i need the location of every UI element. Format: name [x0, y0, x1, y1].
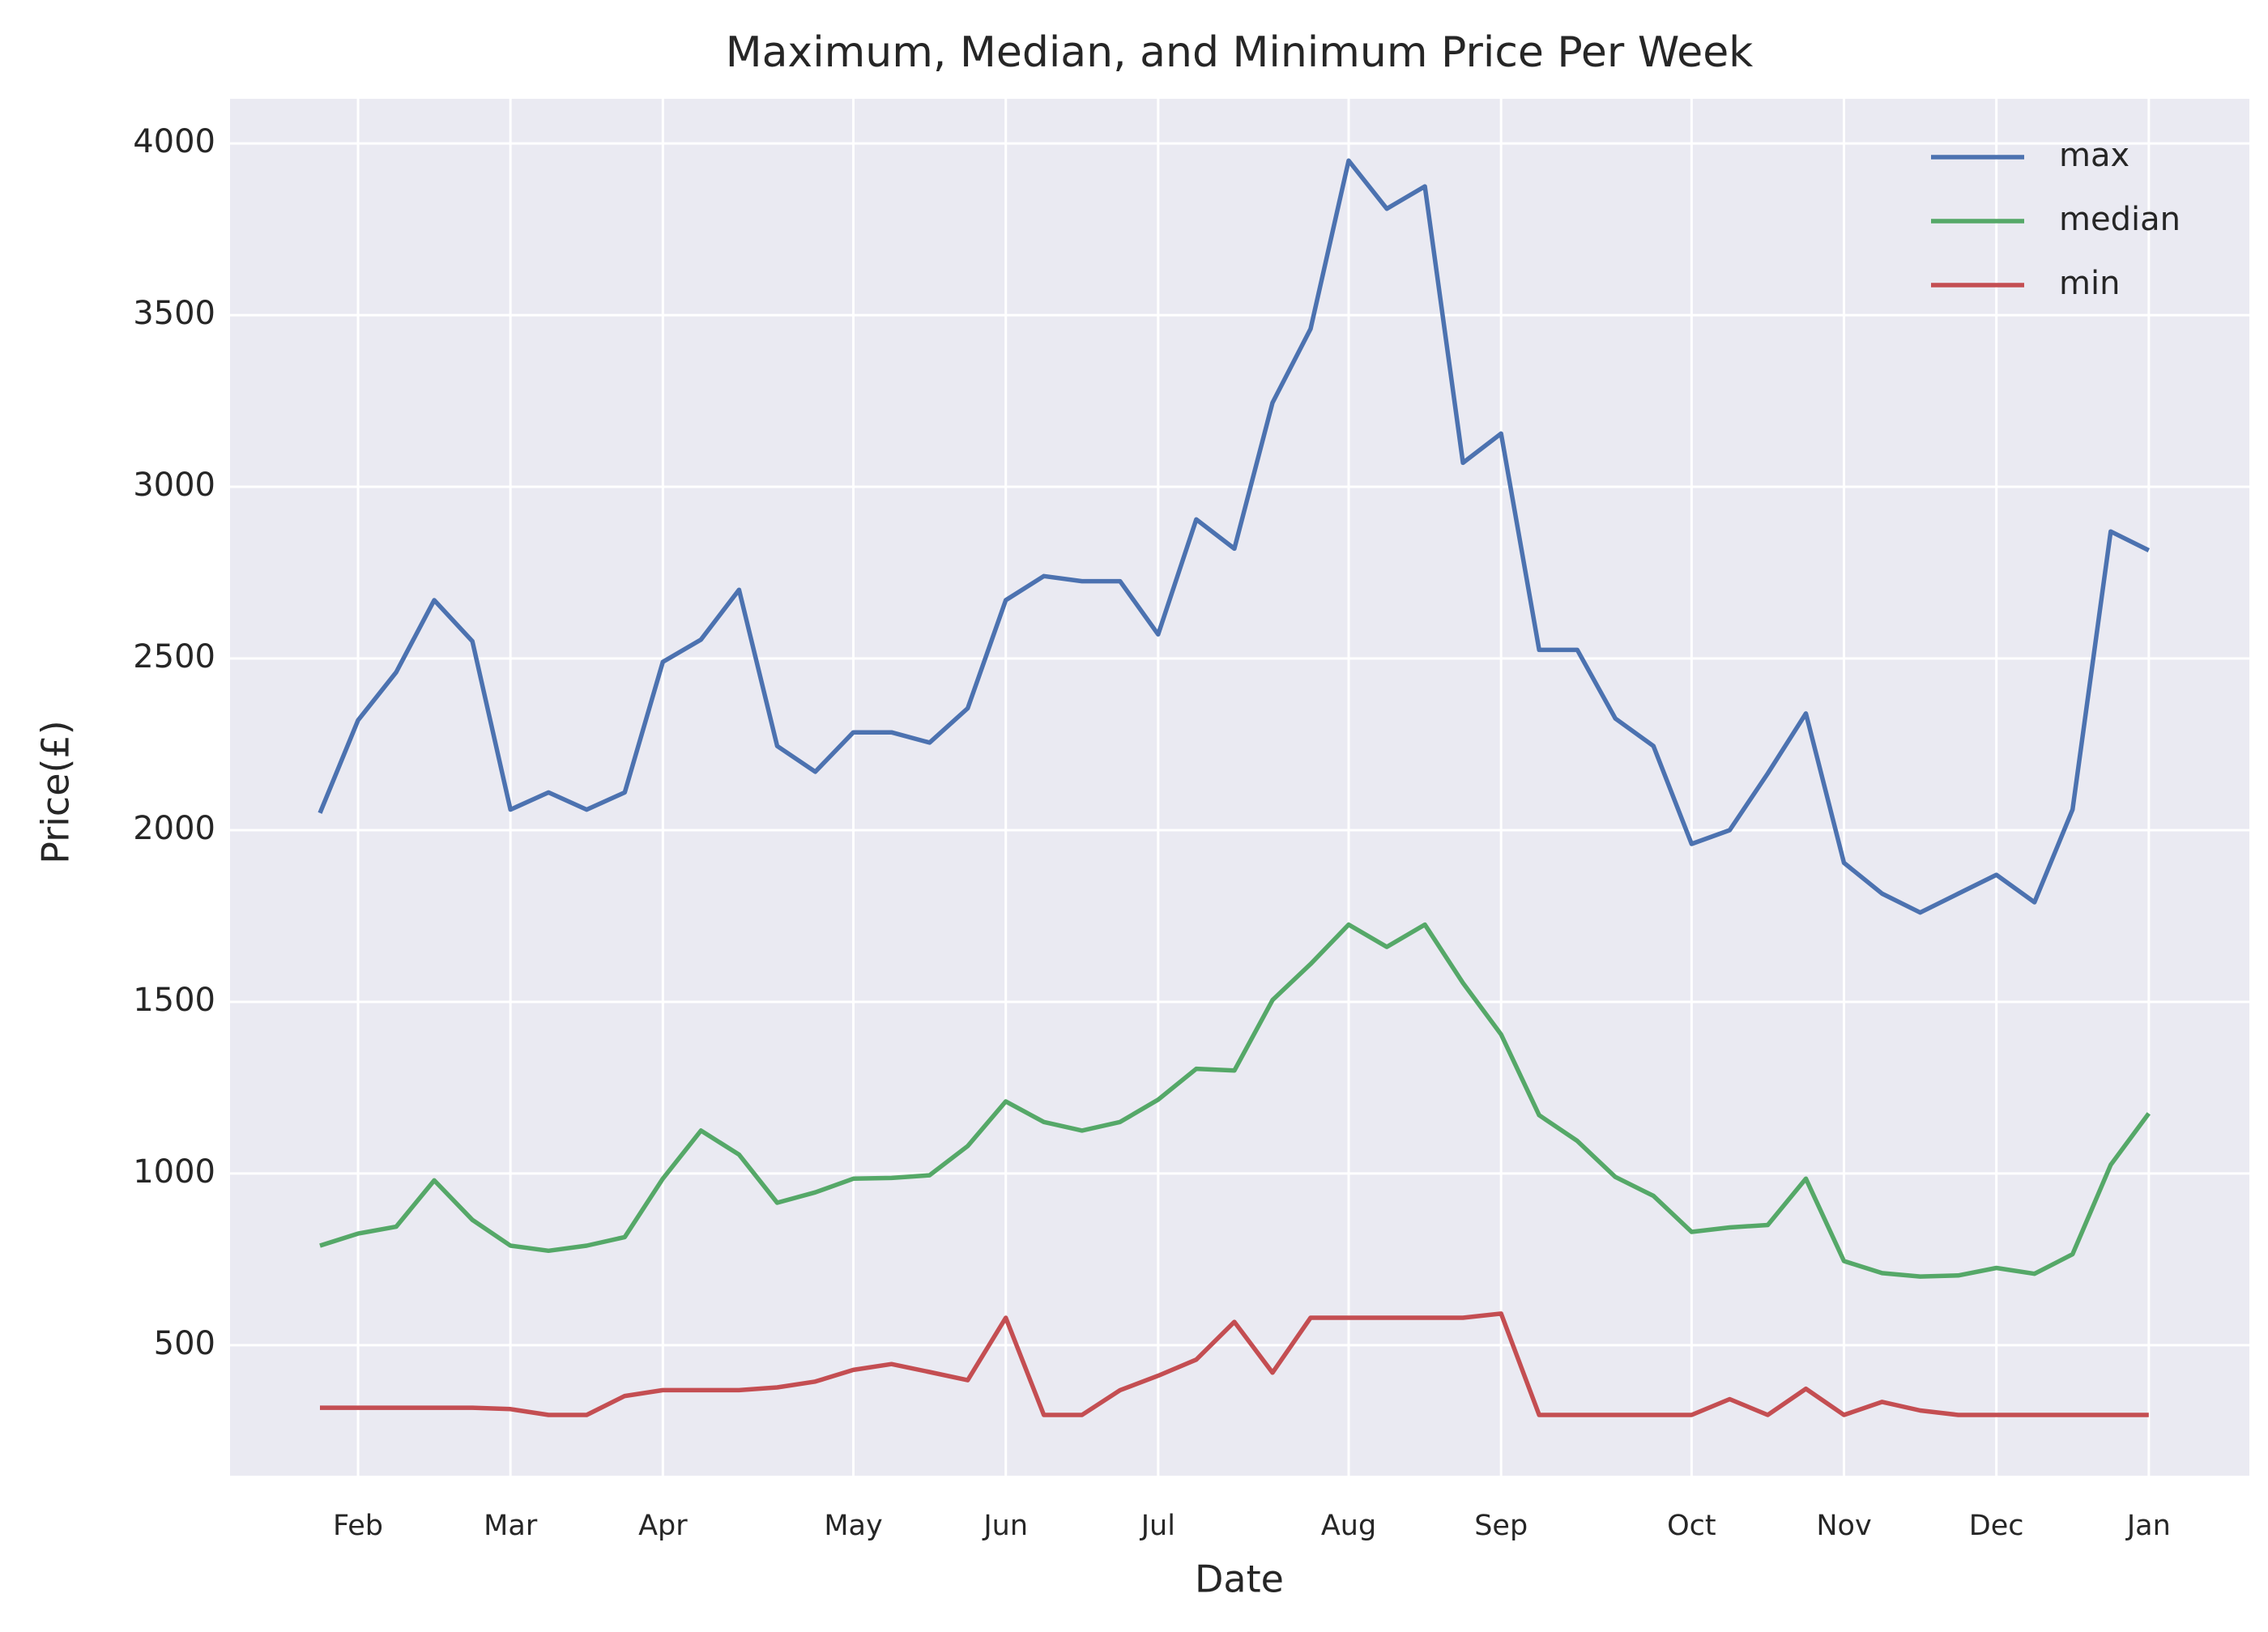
x-tick-label: Mar: [484, 1510, 538, 1542]
x-tick-label: May: [824, 1510, 882, 1542]
y-tick-label: 1000: [133, 1153, 215, 1191]
x-tick-label: Sep: [1474, 1510, 1528, 1542]
line-median: [319, 922, 2151, 1279]
y-tick-label: 4000: [133, 123, 215, 160]
legend-label: min: [2059, 265, 2120, 302]
chart-title: Maximum, Median, and Minimum Price Per W…: [726, 28, 1754, 77]
plot-area: [230, 99, 2249, 1476]
x-tick-label: Aug: [1321, 1510, 1376, 1542]
y-axis-label: Price(£): [34, 720, 78, 863]
legend-label: median: [2059, 201, 2181, 238]
legend-label: max: [2059, 137, 2129, 174]
y-tick-label: 2500: [133, 638, 215, 675]
y-tick-label: 3000: [133, 467, 215, 504]
x-tick-label: Jan: [2125, 1510, 2171, 1542]
x-tick-label: Jul: [1140, 1510, 1175, 1542]
line-min: [320, 1311, 2149, 1417]
x-tick-label: Nov: [1816, 1510, 1871, 1542]
y-tick-label: 500: [154, 1325, 215, 1362]
y-tick-label: 3500: [133, 295, 215, 332]
line-max: [318, 158, 2151, 915]
x-tick-label: Oct: [1667, 1510, 1716, 1542]
y-tick-label: 1500: [133, 982, 215, 1019]
y-tick-label: 2000: [133, 810, 215, 847]
x-tick-label: Dec: [1969, 1510, 2024, 1542]
x-tick-label: Apr: [638, 1510, 688, 1542]
x-tick-label: Feb: [333, 1510, 383, 1542]
x-tick-label: Jun: [982, 1510, 1028, 1542]
x-axis-label: Date: [1195, 1557, 1284, 1601]
